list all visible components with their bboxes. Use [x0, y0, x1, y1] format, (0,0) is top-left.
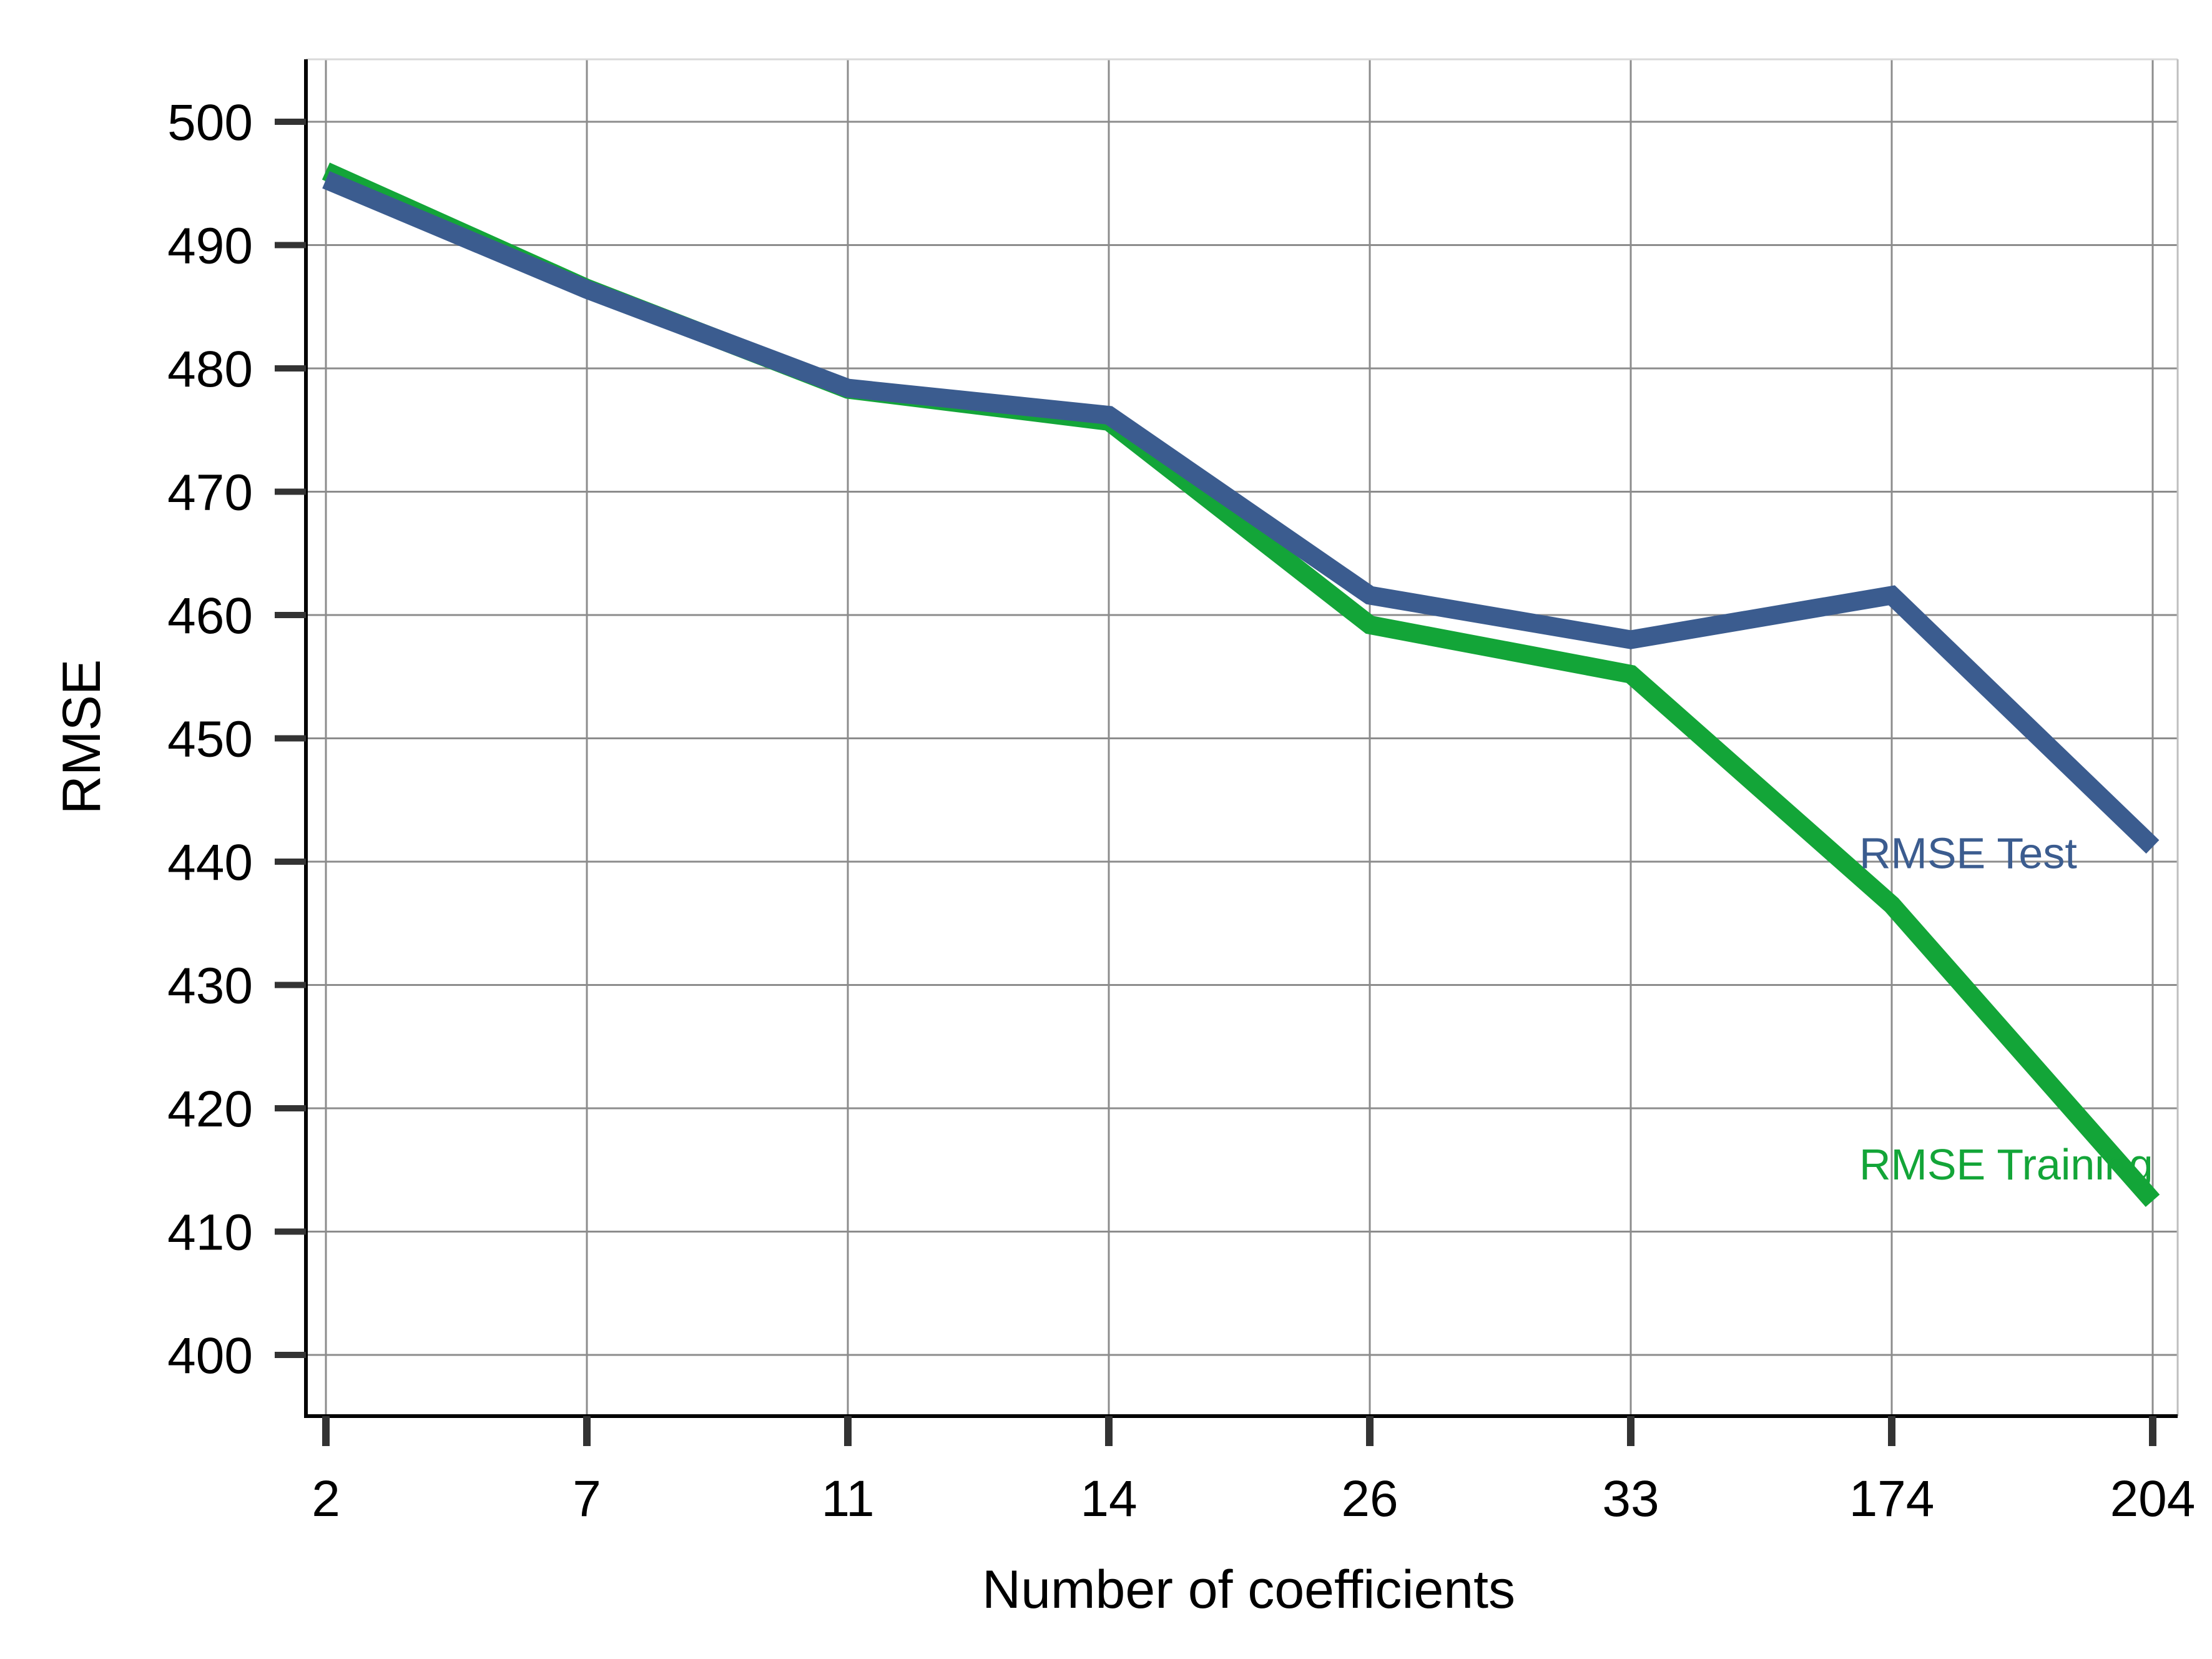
- x-tick-label: 26: [1341, 1470, 1398, 1527]
- series-lines: [322, 162, 2160, 1208]
- x-axis-title: Number of coefficients: [982, 1560, 1515, 1620]
- y-tick-label: 500: [167, 94, 253, 151]
- series-labels: RMSE Training RMSE Test: [1859, 829, 2153, 1189]
- x-tick-label: 11: [821, 1470, 874, 1527]
- data-point: [325, 179, 327, 180]
- x-tick-label: 174: [1849, 1470, 1935, 1527]
- y-tick-label: 480: [167, 341, 253, 398]
- x-tick-label: 7: [573, 1470, 601, 1527]
- x-tick-label: 14: [1080, 1470, 1137, 1527]
- y-tick-label: 410: [167, 1204, 253, 1261]
- y-tick-label: 440: [167, 834, 253, 891]
- y-tick-label: 470: [167, 465, 253, 521]
- x-tick-label: 204: [2110, 1470, 2196, 1527]
- x-axis-ticks: 2 7 11 14 26 33 174 204: [312, 1416, 2195, 1527]
- y-tick-label: 420: [167, 1081, 253, 1138]
- y-tick-label: 460: [167, 588, 253, 644]
- series-label-training: RMSE Training: [1859, 1140, 2153, 1189]
- y-axis-ticks: 400 410 420 430 440 450 460 470 480 490 500: [167, 94, 306, 1384]
- data-point: [325, 170, 327, 172]
- series-label-test: RMSE Test: [1859, 829, 2077, 877]
- x-tick-label: 2: [312, 1470, 340, 1527]
- y-tick-label: 490: [167, 218, 253, 275]
- y-tick-label: 400: [167, 1327, 253, 1384]
- x-tick-label: 33: [1602, 1470, 1659, 1527]
- y-axis-title: RMSE: [52, 659, 112, 814]
- series-line-test: [322, 170, 2160, 854]
- y-tick-label: 450: [167, 711, 253, 768]
- y-tick-label: 430: [167, 958, 253, 1015]
